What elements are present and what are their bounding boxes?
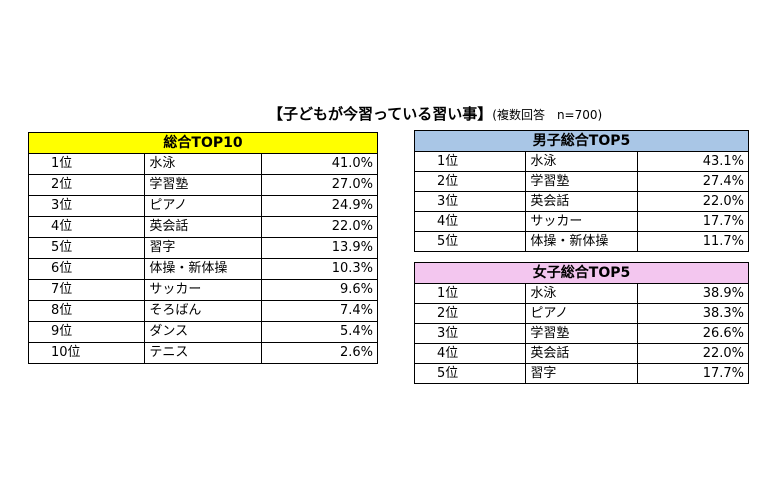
name-cell: 学習塾: [525, 171, 638, 192]
table-row: 1位 水泳 41.0%: [27, 153, 379, 175]
rank-cell: 4位: [27, 216, 146, 238]
rank-cell: 1位: [413, 283, 527, 304]
table-row: 8位 そろばん 7.4%: [27, 300, 379, 322]
rank-cell: 1位: [413, 151, 527, 172]
rank-cell: 10位: [27, 342, 146, 364]
table-row: 2位 学習塾 27.4%: [413, 171, 750, 192]
rank-cell: 4位: [413, 211, 527, 232]
name-cell: 体操・新体操: [525, 231, 638, 252]
table-row: 5位 習字 17.7%: [413, 363, 750, 384]
name-cell: ピアノ: [525, 303, 638, 324]
rank-cell: 2位: [413, 171, 527, 192]
table-row: 4位 英会話 22.0%: [413, 343, 750, 364]
rank-cell: 5位: [413, 363, 527, 384]
overall-top10-table: 総合TOP10 1位 水泳 41.0% 2位 学習塾 27.0% 3位 ピアノ 24.9% 4位英…: [27, 132, 379, 364]
boys-top5-table: 男子総合TOP5 1位 水泳 43.1% 2位 学習塾 27.4% 3位 英会話 22.0% 4位…: [413, 130, 750, 252]
val-cell: 17.7%: [636, 211, 750, 232]
name-cell: サッカー: [144, 279, 262, 301]
rank-cell: 5位: [27, 237, 146, 259]
table-row: 3位 ピアノ 24.9%: [27, 195, 379, 217]
val-cell: 7.4%: [260, 300, 379, 322]
table-row: 6位 体操・新体操 10.3%: [27, 258, 379, 280]
val-cell: 43.1%: [636, 151, 750, 172]
chart-subtitle: (複数回答 n=700): [492, 108, 603, 122]
rank-cell: 1位: [27, 153, 146, 175]
name-cell: 習字: [525, 363, 638, 384]
overall-top10-header: 総合TOP10: [28, 132, 378, 154]
val-cell: 11.7%: [636, 231, 750, 252]
chart-title-text: 【子どもが今習っている習い事】: [268, 105, 493, 123]
name-cell: 水泳: [525, 151, 638, 172]
val-cell: 38.9%: [636, 283, 750, 304]
girls-top5-header: 女子総合TOP5: [414, 262, 749, 284]
val-cell: 5.4%: [260, 321, 379, 343]
table-row: 2位 ピアノ 38.3%: [413, 303, 750, 324]
table-row: 3位 学習塾 26.6%: [413, 323, 750, 344]
rank-cell: 3位: [27, 195, 146, 217]
val-cell: 22.0%: [636, 191, 750, 212]
chart-title: 【子どもが今習っている習い事】(複数回答 n=700): [268, 104, 602, 125]
rank-cell: 8位: [27, 300, 146, 322]
val-cell: 10.3%: [260, 258, 379, 280]
val-cell: 41.0%: [260, 153, 379, 175]
rank-cell: 2位: [27, 174, 146, 196]
name-cell: 英会話: [525, 343, 638, 364]
table-row: 1位 水泳 43.1%: [413, 151, 750, 172]
name-cell: ダンス: [144, 321, 262, 343]
val-cell: 26.6%: [636, 323, 750, 344]
name-cell: 水泳: [525, 283, 638, 304]
rank-cell: 6位: [27, 258, 146, 280]
girls-top5-table: 女子総合TOP5 1位 水泳 38.9% 2位 ピアノ 38.3% 3位 学習塾 26.6% 4位…: [413, 262, 750, 384]
name-cell: 英会話: [525, 191, 638, 212]
rank-cell: 5位: [413, 231, 527, 252]
val-cell: 9.6%: [260, 279, 379, 301]
name-cell: 英会話: [144, 216, 262, 238]
val-cell: 38.3%: [636, 303, 750, 324]
val-cell: 17.7%: [636, 363, 750, 384]
val-cell: 22.0%: [636, 343, 750, 364]
name-cell: そろばん: [144, 300, 262, 322]
name-cell: 学習塾: [144, 174, 262, 196]
rank-cell: 3位: [413, 191, 527, 212]
name-cell: 体操・新体操: [144, 258, 262, 280]
rank-cell: 2位: [413, 303, 527, 324]
val-cell: 22.0%: [260, 216, 379, 238]
table-row: 5位 体操・新体操 11.7%: [413, 231, 750, 252]
rank-cell: 3位: [413, 323, 527, 344]
name-cell: 水泳: [144, 153, 262, 175]
val-cell: 24.9%: [260, 195, 379, 217]
table-row: 7位 サッカー 9.6%: [27, 279, 379, 301]
boys-top5-header: 男子総合TOP5: [414, 130, 749, 152]
name-cell: テニス: [144, 342, 262, 364]
table-row: 9位 ダンス 5.4%: [27, 321, 379, 343]
table-row: 10位 テニス 2.6%: [27, 342, 379, 364]
table-row: 2位 学習塾 27.0%: [27, 174, 379, 196]
name-cell: サッカー: [525, 211, 638, 232]
rank-cell: 7位: [27, 279, 146, 301]
rank-cell: 9位: [27, 321, 146, 343]
table-row: 4位 サッカー 17.7%: [413, 211, 750, 232]
name-cell: ピアノ: [144, 195, 262, 217]
val-cell: 2.6%: [260, 342, 379, 364]
val-cell: 13.9%: [260, 237, 379, 259]
name-cell: 学習塾: [525, 323, 638, 344]
name-cell: 習字: [144, 237, 262, 259]
rank-cell: 4位: [413, 343, 527, 364]
table-row: 5位 習字 13.9%: [27, 237, 379, 259]
table-row: 3位 英会話 22.0%: [413, 191, 750, 212]
val-cell: 27.4%: [636, 171, 750, 192]
table-row: 4位 英会話 22.0%: [27, 216, 379, 238]
table-row: 1位 水泳 38.9%: [413, 283, 750, 304]
val-cell: 27.0%: [260, 174, 379, 196]
